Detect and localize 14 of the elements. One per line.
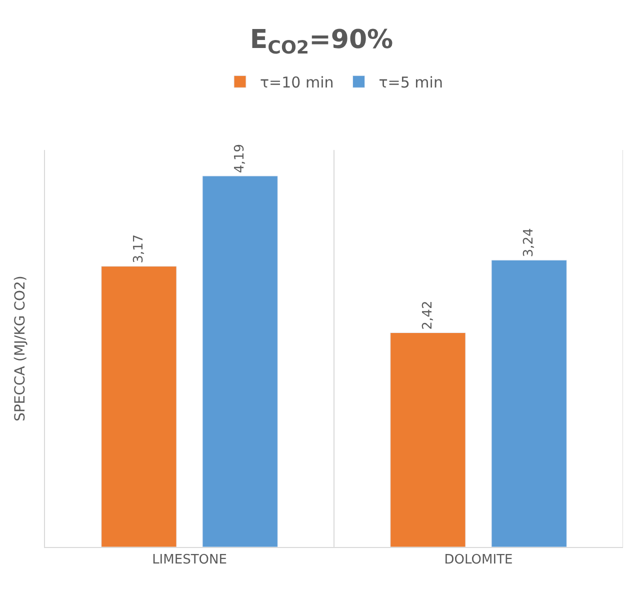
y-axis-title: SPECCA (MJ/KG CO2) bbox=[12, 276, 29, 422]
bar bbox=[202, 176, 278, 547]
legend-label: τ=5 min bbox=[378, 73, 443, 92]
legend-label: τ=10 min bbox=[260, 73, 334, 92]
bar bbox=[390, 332, 466, 547]
bar bbox=[491, 260, 567, 547]
bar bbox=[101, 266, 177, 547]
data-label: 4,19 bbox=[232, 144, 248, 173]
data-label: 2,42 bbox=[420, 300, 436, 330]
data-label: 3,17 bbox=[131, 234, 146, 264]
x-tick-label: DOLOMITE bbox=[444, 552, 513, 568]
data-label: 3,24 bbox=[522, 228, 537, 258]
x-tick-label: LIMESTONE bbox=[152, 552, 227, 568]
chart-title: E$_{CO2}$=90% bbox=[250, 24, 394, 58]
